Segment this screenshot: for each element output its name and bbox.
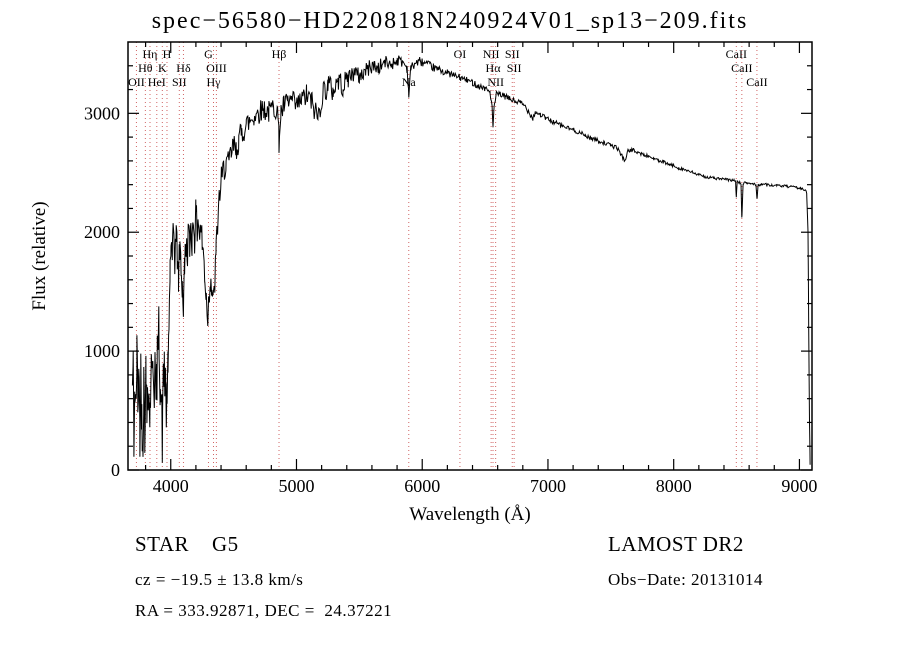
x-tick-label: 9000 xyxy=(781,476,817,496)
y-tick-label: 0 xyxy=(111,460,120,480)
x-tick-label: 5000 xyxy=(278,476,314,496)
line-marker-label: SII xyxy=(505,47,520,61)
x-tick-label: 4000 xyxy=(153,476,189,496)
radial-velocity-text: cz = −19.5 ± 13.8 km/s xyxy=(135,570,304,589)
x-axis-label: Wavelength (Å) xyxy=(409,504,530,525)
line-marker-label: SII xyxy=(172,75,187,89)
line-marker-label: Hθ xyxy=(138,61,153,75)
y-tick-label: 2000 xyxy=(84,222,120,242)
line-marker-label: Na xyxy=(402,75,417,89)
line-marker-label: NII xyxy=(483,47,500,61)
line-marker-label: NII xyxy=(487,75,504,89)
line-marker-label: OIII xyxy=(206,61,227,75)
line-marker-label: Hα xyxy=(486,61,502,75)
line-marker-label: CaII xyxy=(731,61,752,75)
line-marker-label: Hβ xyxy=(272,47,287,61)
line-marker-label: Hγ xyxy=(207,75,222,89)
line-marker-label: OII xyxy=(128,75,145,89)
x-tick-label: 7000 xyxy=(530,476,566,496)
spectrum-line xyxy=(131,55,811,465)
line-marker-label: CaII xyxy=(726,47,747,61)
line-marker-label: Hδ xyxy=(176,61,191,75)
plot-title: spec−56580−HD220818N240924V01_sp13−209.f… xyxy=(151,8,749,34)
y-tick-label: 1000 xyxy=(84,341,120,361)
survey-release-text: LAMOST DR2 xyxy=(608,532,744,556)
x-tick-label: 8000 xyxy=(656,476,692,496)
y-tick-label: 3000 xyxy=(84,103,120,123)
line-marker-label: OI xyxy=(454,47,467,61)
coordinates-text: RA = 333.92871, DEC = 24.37221 xyxy=(135,601,393,620)
x-tick-label: 6000 xyxy=(404,476,440,496)
line-marker-label: K xyxy=(158,61,167,75)
line-marker-label: CaII xyxy=(746,75,767,89)
line-marker-label: HeI xyxy=(148,75,166,89)
line-marker-label: Hη xyxy=(143,47,158,61)
classification-text: STAR G5 xyxy=(135,532,239,556)
plot-frame xyxy=(127,41,813,471)
y-axis-label: Flux (relative) xyxy=(29,201,50,310)
line-marker-label: H xyxy=(163,47,172,61)
line-marker-label: G xyxy=(204,47,213,61)
line-marker-label: SII xyxy=(507,61,522,75)
obs-date-text: Obs−Date: 20131014 xyxy=(608,570,764,589)
